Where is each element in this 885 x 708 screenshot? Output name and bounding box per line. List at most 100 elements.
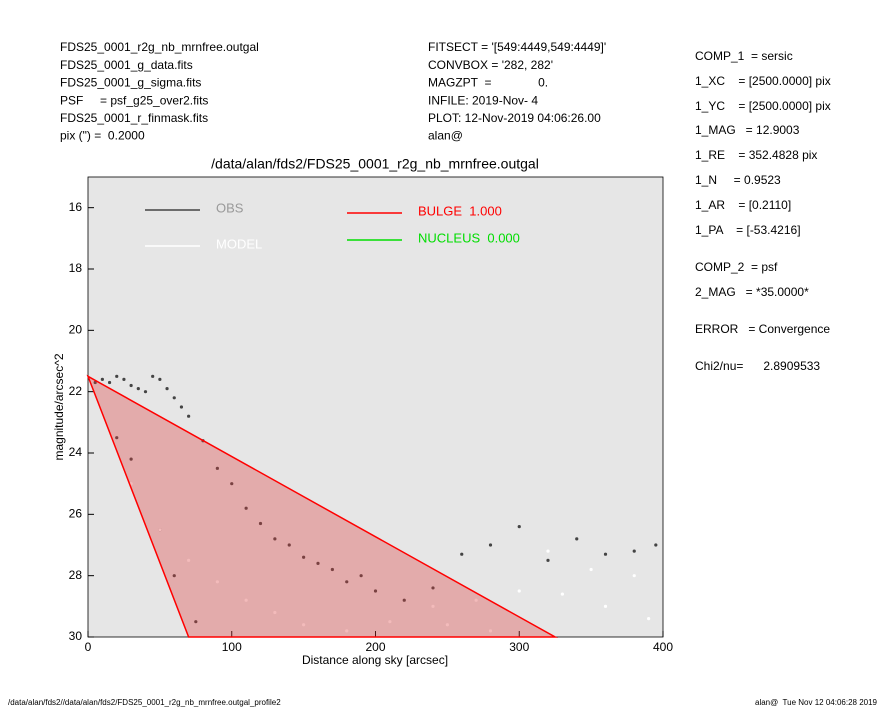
data-point [187, 414, 191, 418]
fit-parameter: COMP_1 = sersic [695, 49, 793, 63]
data-point [129, 383, 133, 388]
data-point [215, 580, 219, 584]
footer-left: /data/alan/fds2//data/alan/fds2/FDS25_00… [8, 698, 281, 707]
data-point [172, 574, 176, 578]
data-point [589, 567, 593, 572]
fit-parameter: 2_MAG = *35.0000* [695, 285, 809, 299]
legend-label: NUCLEUS 0.000 [418, 230, 520, 245]
legend-label: OBS [216, 200, 244, 215]
header-middle: PLOT: 12-Nov-2019 04:06:26.00 [428, 111, 601, 125]
header-middle: CONVBOX = '282, 282' [428, 58, 553, 72]
legend-label: MODEL [216, 236, 262, 251]
data-point [187, 558, 191, 562]
data-point [302, 623, 306, 627]
data-point [330, 567, 334, 572]
header-middle: INFILE: 2019-Nov- 4 [428, 93, 538, 107]
fit-parameter: Chi2/nu= 2.8909533 [695, 359, 820, 373]
bulge-model [86, 374, 559, 638]
y-tick-label: 24 [69, 445, 83, 459]
data-point [122, 377, 126, 381]
data-point [460, 552, 464, 556]
fit-parameter: 1_RE = 352.4828 pix [695, 148, 817, 162]
data-point [603, 604, 608, 608]
data-point [165, 387, 169, 391]
data-point [402, 598, 406, 602]
x-tick-label: 400 [653, 640, 673, 654]
data-point [158, 377, 162, 381]
data-point [107, 380, 112, 385]
data-point [151, 374, 155, 378]
data-point [647, 617, 651, 621]
data-point [445, 623, 449, 627]
data-point [244, 506, 248, 510]
fit-parameter: COMP_2 = psf [695, 260, 778, 274]
data-point [316, 561, 320, 566]
y-tick-label: 22 [69, 384, 83, 398]
data-point [179, 405, 184, 409]
fit-parameter: 1_MAG = 12.9003 [695, 123, 800, 137]
header-left: pix (") = 0.2000 [60, 129, 145, 143]
fit-parameter: 1_N = 0.9523 [695, 173, 781, 187]
data-point [194, 620, 198, 624]
x-tick-label: 200 [365, 640, 385, 654]
data-point [560, 592, 564, 596]
data-point [158, 528, 162, 532]
y-tick-label: 28 [69, 568, 83, 582]
header-left: FDS25_0001_g_sigma.fits [60, 76, 201, 90]
data-point [93, 380, 97, 385]
data-point [115, 436, 119, 440]
x-axis-label: Distance along sky [arcsec] [302, 653, 448, 667]
fit-parameter: 1_YC = [2500.0000] pix [695, 99, 831, 113]
data-point [517, 525, 521, 529]
header-middle: FITSECT = '[549:4449,549:4449]' [428, 40, 606, 54]
data-point [431, 586, 435, 590]
data-point [546, 549, 550, 553]
data-point [215, 466, 219, 470]
data-point [302, 555, 306, 559]
fit-parameter: 1_PA = [-53.4216] [695, 223, 801, 237]
data-point [129, 457, 133, 461]
data-point [603, 552, 608, 556]
y-axis-label: magnitude/arcsec^2 [52, 353, 66, 460]
data-point [373, 589, 378, 593]
legend-label: BULGE 1.000 [418, 203, 502, 218]
data-point [575, 537, 579, 541]
chart-title: /data/alan/fds2/FDS25_0001_r2g_nb_mrnfre… [211, 156, 539, 172]
data-point [258, 521, 263, 526]
fit-parameter: ERROR = Convergence [695, 322, 830, 336]
data-point [273, 610, 277, 615]
data-point [359, 574, 363, 578]
data-point [244, 598, 248, 602]
header-left: FDS25_0001_g_data.fits [60, 58, 193, 72]
plot-area [87, 176, 664, 638]
fit-parameter: 1_XC = [2500.0000] pix [695, 74, 831, 88]
data-point [632, 549, 636, 553]
data-point [287, 543, 291, 547]
data-point [474, 598, 478, 602]
y-tick-label: 16 [69, 200, 83, 214]
y-tick-label: 18 [69, 261, 83, 275]
data-point [345, 580, 349, 584]
header-middle: alan@ [428, 129, 463, 143]
data-point [546, 558, 550, 562]
x-tick-label: 100 [222, 640, 242, 654]
data-point [143, 390, 148, 394]
x-tick-label: 300 [509, 640, 529, 654]
header-middle: MAGZPT = 0. [428, 76, 548, 90]
y-tick-label: 26 [69, 507, 83, 521]
data-point [388, 620, 392, 624]
header-left: PSF = psf_g25_over2.fits [60, 93, 208, 107]
data-point [517, 589, 521, 593]
y-tick-label: 30 [69, 629, 83, 643]
header-left: FDS25_0001_r2g_nb_mrnfree.outgal [60, 40, 259, 54]
data-point [345, 629, 349, 633]
data-point [431, 604, 435, 608]
data-point [654, 543, 658, 547]
fit-parameter: 1_AR = [0.2110] [695, 198, 791, 212]
data-point [100, 377, 104, 381]
header-left: FDS25_0001_r_finmask.fits [60, 111, 208, 125]
data-point [115, 374, 119, 378]
data-point [136, 387, 140, 391]
data-point [172, 396, 176, 400]
